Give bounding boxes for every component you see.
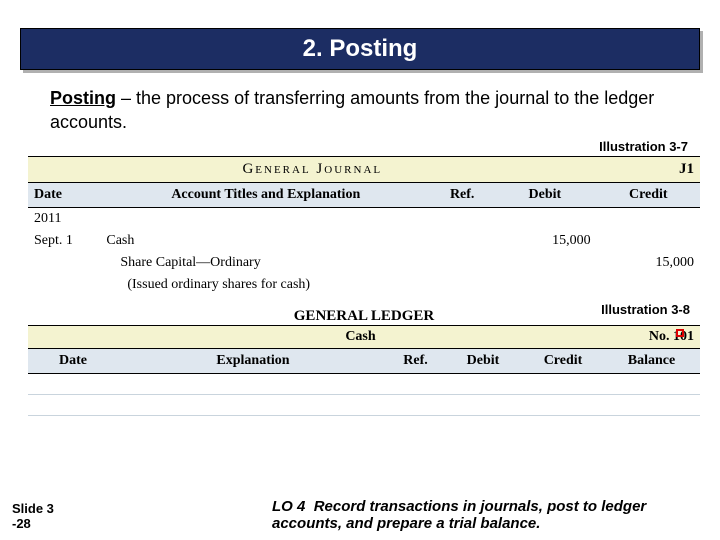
ledger-account-name: Cash — [118, 325, 603, 348]
cell — [493, 252, 596, 274]
ledger-hdr-bal: Balance — [603, 348, 700, 373]
slide-number-b: -28 — [12, 516, 31, 531]
table-row — [28, 394, 700, 415]
cell — [431, 230, 493, 252]
ledger-title: GENERAL LEDGER — [28, 308, 700, 325]
table-row: (Issued ordinary shares for cash) — [28, 274, 700, 296]
table-row — [28, 373, 700, 394]
slide-number-a: Slide 3 — [12, 501, 54, 516]
cell — [493, 207, 596, 230]
table-row: Sept. 1 Cash 15,000 — [28, 230, 700, 252]
cell: (Issued ordinary shares for cash) — [100, 274, 431, 296]
intro-rest: – the process of transferring amounts fr… — [50, 88, 654, 132]
slide-title: 2. Posting — [20, 28, 700, 70]
table-row: Share Capital—Ordinary 15,000 — [28, 252, 700, 274]
cell: 15,000 — [493, 230, 596, 252]
cell — [597, 230, 700, 252]
lo-label: LO 4 — [272, 498, 305, 515]
cell: Share Capital—Ordinary — [100, 252, 431, 274]
journal-hdr-ref: Ref. — [431, 182, 493, 207]
intro-paragraph: Posting – the process of transferring am… — [20, 86, 700, 135]
cell — [431, 207, 493, 230]
learning-objective: LO 4 Record transactions in journals, po… — [272, 498, 702, 532]
journal-hdr-credit: Credit — [597, 182, 700, 207]
cell — [597, 207, 700, 230]
cell: Cash — [100, 230, 431, 252]
cell — [431, 252, 493, 274]
journal-hdr-debit: Debit — [493, 182, 596, 207]
general-ledger-table: Cash No. 101 Date Explanation Ref. Debit… — [28, 325, 700, 416]
callout-marker-icon — [676, 329, 684, 337]
general-journal-table: General Journal J1 Date Account Titles a… — [28, 156, 700, 296]
ledger-hdr-date: Date — [28, 348, 118, 373]
journal-page: J1 — [597, 156, 700, 182]
lo-text: Record transactions in journals, post to… — [272, 498, 646, 532]
journal-hdr-titles: Account Titles and Explanation — [100, 182, 431, 207]
illustration-label-mid: Illustration 3-8 — [601, 302, 690, 317]
table-row: 2011 — [28, 207, 700, 230]
ledger-hdr-expl: Explanation — [118, 348, 388, 373]
journal-heading: General Journal — [28, 156, 597, 182]
cell: 2011 — [34, 211, 61, 226]
slide-number: Slide 3 -28 — [12, 501, 54, 532]
intro-term: Posting — [50, 88, 116, 108]
illustration-label-top: Illustration 3-7 — [20, 139, 688, 154]
ledger-hdr-credit: Credit — [523, 348, 603, 373]
cell — [100, 207, 431, 230]
journal-hdr-date: Date — [28, 182, 100, 207]
cell: Sept. 1 — [34, 233, 73, 248]
ledger-account-no: No. 101 — [603, 325, 700, 348]
cell: 15,000 — [597, 252, 700, 274]
ledger-hdr-debit: Debit — [443, 348, 523, 373]
ledger-hdr-ref: Ref. — [388, 348, 443, 373]
